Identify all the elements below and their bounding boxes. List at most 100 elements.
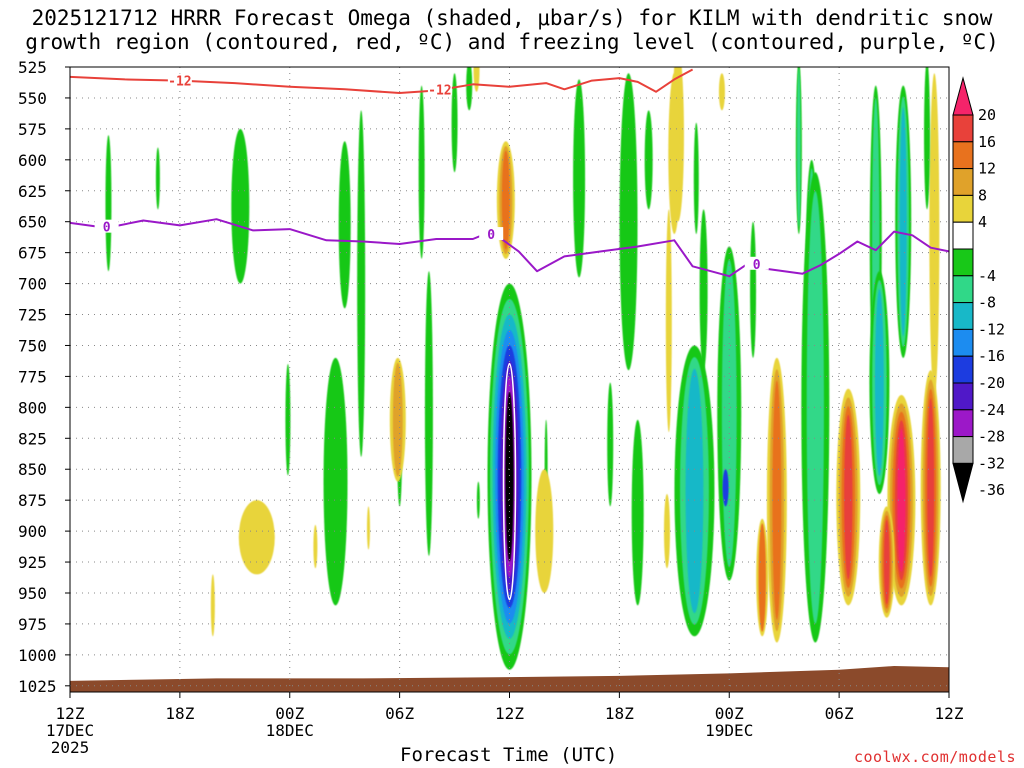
x-tick-date-6: 19DEC — [705, 721, 753, 740]
freezing-label-3-bg — [744, 256, 769, 270]
omega-upward-66 — [927, 398, 935, 578]
colorbar-label-9: -20 — [978, 374, 1005, 392]
colorbar-label-5: -4 — [978, 267, 996, 285]
omega-streak-0 — [105, 135, 112, 272]
dgz-contour-line — [70, 68, 694, 94]
y-axis: 525 550 575 600 625 650 675 700 725 750 775 800 825 8… — [18, 58, 70, 696]
contour-lines: -12 -12 0 0 0 — [70, 68, 949, 278]
colorbar-label-2: 12 — [978, 160, 996, 178]
x-tick-date-0: 17DEC — [46, 721, 94, 740]
omega-upward-71 — [663, 493, 670, 569]
x-axis-title: Forecast Time (UTC) — [400, 744, 618, 766]
colorbar-label-7: -12 — [978, 320, 1005, 338]
x-tick-label-3: 06Z — [385, 704, 414, 723]
colorbar-swatch-8 — [952, 302, 974, 330]
colorbar-label-1: 16 — [978, 133, 996, 151]
omega-upward-72 — [665, 209, 672, 433]
freezing-label-1-bg — [94, 219, 119, 233]
omega-streak-6 — [357, 110, 366, 457]
omega-streak-9 — [424, 271, 433, 556]
omega-streak-4 — [323, 357, 348, 606]
omega-upward-57 — [758, 523, 766, 632]
colorbar-swatch-1 — [952, 114, 974, 143]
y-tick-label-775: 775 — [18, 367, 47, 386]
x-tick-label-2: 00Z — [275, 704, 304, 723]
omega-streak-33 — [929, 73, 940, 395]
omega-upward-44 — [210, 574, 215, 637]
omega-streak-18 — [607, 382, 614, 507]
omega-streak-16 — [573, 79, 586, 278]
colorbar-bottom-arrow — [952, 462, 974, 504]
y-tick-label-725: 725 — [18, 306, 47, 325]
omega-streak-25 — [750, 221, 757, 358]
freezing-label-1: 0 — [103, 221, 111, 236]
y-tick-label-700: 700 — [18, 275, 47, 294]
omega-streak-5 — [338, 141, 351, 309]
x-tick-label-0: 12Z — [56, 704, 85, 723]
colorbar-swatch-13 — [952, 436, 974, 464]
colorbar-swatch-10 — [952, 355, 974, 384]
omega-streak-21 — [693, 122, 699, 235]
omega-upward-55 — [772, 380, 782, 620]
omega-downward-79 — [806, 191, 824, 624]
x-tick-year-0: 2025 — [51, 738, 90, 757]
omega-downward-82 — [874, 289, 884, 477]
colorbar-swatch-7 — [952, 275, 974, 304]
omega-streak-3 — [285, 364, 291, 476]
colorbar-label-12: -32 — [978, 454, 1005, 472]
y-tick-label-650: 650 — [18, 213, 47, 232]
dgz-label-2-bg — [427, 82, 452, 96]
y-tick-label-850: 850 — [18, 460, 47, 479]
y-tick-label-1000: 1000 — [18, 646, 57, 665]
omega-streak-19 — [631, 419, 644, 606]
grid-lines — [69, 66, 950, 692]
omega-streak-22 — [699, 209, 708, 371]
y-tick-label-825: 825 — [18, 429, 47, 448]
freezing-level-line — [70, 218, 949, 278]
colorbar-label-3: 8 — [978, 186, 987, 204]
colorbar-label-13: -36 — [978, 481, 1005, 499]
colorbar-label-4: 4 — [978, 213, 987, 231]
omega-upward-62 — [897, 428, 906, 572]
x-tick-label-4: 12Z — [495, 704, 524, 723]
omega-downward-83 — [722, 469, 729, 507]
omega-streak-1 — [155, 147, 160, 210]
colorbar-swatch-12 — [952, 409, 974, 438]
omega-shading — [105, 67, 941, 670]
y-tick-label-975: 975 — [18, 615, 47, 634]
colorbar-swatch-6 — [952, 248, 974, 277]
y-tick-label-900: 900 — [18, 522, 47, 541]
colorbar-label-10: -24 — [978, 401, 1005, 419]
x-tick-label-7: 06Z — [825, 704, 854, 723]
omega-streak-12 — [466, 67, 473, 111]
freezing-label-2-bg — [479, 227, 504, 241]
colorbar-label-11: -28 — [978, 428, 1005, 446]
y-tick-label-575: 575 — [18, 120, 47, 139]
chart-title-line-2: growth region (contoured, red, ºC) and f… — [25, 30, 999, 54]
omega-upward-38 — [392, 362, 403, 477]
omega-upward-48 — [668, 73, 681, 235]
omega-downward-75 — [685, 368, 704, 614]
y-tick-label-675: 675 — [18, 244, 47, 263]
y-tick-label-550: 550 — [18, 89, 47, 108]
omega-downward-77 — [721, 259, 737, 568]
colorbar-swatch-4 — [952, 194, 974, 223]
y-tick-label-950: 950 — [18, 584, 47, 603]
colorbar-label-6: -8 — [978, 294, 996, 312]
omega-streak-23 — [718, 73, 725, 111]
y-tick-label-600: 600 — [18, 151, 47, 170]
omega-streak-34 — [924, 67, 931, 210]
omega-streak-36 — [796, 67, 801, 228]
x-tick-label-6: 00Z — [715, 704, 744, 723]
site-credit: coolwx.com/models — [853, 748, 1016, 766]
colorbar: 20 16 12 8 4 -4 -8 -12 -16 -20 -24 -28 -32 -36 — [952, 76, 1005, 504]
omega-streak-8 — [418, 85, 425, 259]
dgz-label-1-bg — [167, 73, 192, 87]
omega-upward-47 — [313, 524, 318, 569]
dgz-label-1: -12 — [168, 75, 191, 90]
y-tick-label-625: 625 — [18, 182, 47, 201]
freezing-label-3: 0 — [753, 258, 761, 273]
omega-upward-43 — [238, 500, 275, 575]
